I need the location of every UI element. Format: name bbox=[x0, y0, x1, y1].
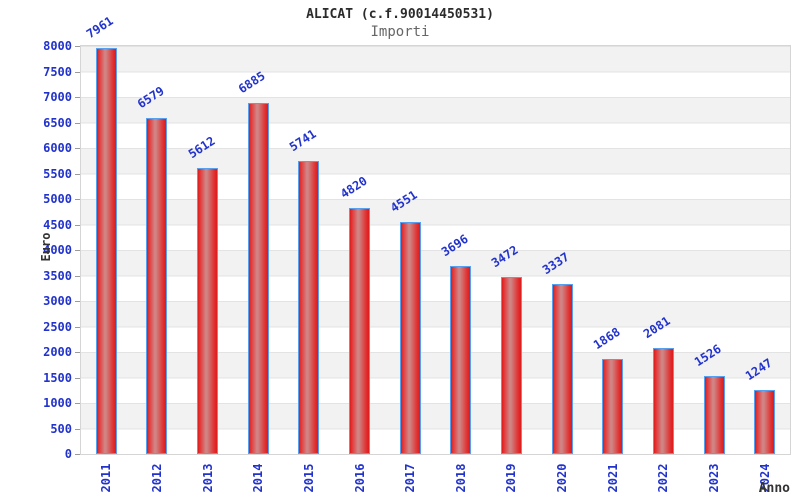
bar-2013 bbox=[197, 168, 219, 454]
bar-2022 bbox=[652, 348, 674, 454]
bar-value-label: 1526 bbox=[691, 341, 724, 370]
bar-value-label: 5741 bbox=[286, 126, 319, 155]
y-tick-mark bbox=[75, 97, 80, 98]
y-tick-label: 7500 bbox=[43, 64, 72, 79]
x-tick-label-2013: 2013 bbox=[200, 463, 215, 493]
bar-2012 bbox=[146, 118, 168, 454]
y-tick-mark bbox=[75, 429, 80, 430]
y-tick-label: 2000 bbox=[43, 345, 72, 359]
y-tick-label: 3000 bbox=[43, 294, 72, 308]
y-tick-mark bbox=[75, 454, 80, 455]
chart-title: ALICAT (c.f.90014450531) bbox=[306, 7, 494, 22]
bar-2020 bbox=[551, 284, 573, 454]
bar-2021 bbox=[602, 359, 624, 454]
y-tick-mark bbox=[75, 225, 80, 226]
y-tick-mark bbox=[75, 174, 80, 175]
x-axis-title: Anno bbox=[758, 481, 790, 496]
y-tick-label: 1000 bbox=[43, 396, 72, 410]
bar-2015 bbox=[298, 161, 320, 454]
y-tick-mark bbox=[75, 403, 80, 404]
x-tick-label-2022: 2022 bbox=[656, 463, 671, 493]
x-tick-label-2017: 2017 bbox=[403, 463, 418, 493]
y-tick-label: 8000 bbox=[43, 39, 72, 53]
y-tick-label: 5000 bbox=[43, 192, 72, 206]
x-tick-label-2023: 2023 bbox=[707, 463, 722, 493]
bar-2018 bbox=[450, 266, 472, 454]
bar-value-label: 6579 bbox=[134, 83, 167, 112]
bar-2011 bbox=[95, 48, 117, 454]
bar-2014 bbox=[247, 103, 269, 454]
x-tick-label-2011: 2011 bbox=[99, 463, 114, 493]
y-axis-title: Euro bbox=[39, 232, 53, 262]
x-tick-label-2014: 2014 bbox=[251, 463, 266, 493]
y-tick-mark bbox=[75, 301, 80, 302]
y-tick-mark bbox=[75, 123, 80, 124]
bar-value-label: 1247 bbox=[742, 355, 775, 384]
y-tick-label: 4500 bbox=[43, 217, 72, 232]
bar-value-label: 1868 bbox=[590, 324, 623, 353]
bar-value-label: 3472 bbox=[489, 242, 522, 271]
y-tick-label: 500 bbox=[50, 421, 72, 436]
bar-2019 bbox=[500, 277, 522, 454]
y-tick-label: 6000 bbox=[43, 141, 72, 155]
y-tick-mark bbox=[75, 250, 80, 251]
y-tick-mark bbox=[75, 199, 80, 200]
x-tick-label-2015: 2015 bbox=[301, 463, 316, 493]
bar-2016 bbox=[349, 208, 371, 454]
x-tick-label-2020: 2020 bbox=[555, 463, 570, 493]
y-tick-label: 3500 bbox=[43, 268, 72, 283]
y-tick-label: 0 bbox=[64, 447, 72, 461]
y-tick-mark bbox=[75, 378, 80, 379]
plot-area: 7961 6579 5612 6885 5741 4820 4551 3696 3472 3337… bbox=[80, 14, 791, 455]
y-tick-label: 7000 bbox=[43, 90, 72, 104]
bar-2023 bbox=[703, 376, 725, 454]
y-tick-mark bbox=[75, 352, 80, 353]
x-tick-label-2019: 2019 bbox=[504, 463, 519, 493]
y-tick-mark bbox=[75, 276, 80, 277]
y-tick-label: 4000 bbox=[43, 243, 72, 257]
chart-subtitle: Importi bbox=[370, 24, 430, 40]
bar-value-label: 3696 bbox=[438, 231, 471, 260]
y-tick-mark bbox=[75, 148, 80, 149]
y-tick-label: 1500 bbox=[43, 370, 72, 385]
y-tick-label: 2500 bbox=[43, 319, 72, 334]
x-tick-label-2021: 2021 bbox=[605, 463, 620, 493]
bar-value-label: 3337 bbox=[539, 249, 572, 278]
x-tick-label-2016: 2016 bbox=[352, 463, 367, 493]
y-tick-label: 5500 bbox=[43, 166, 72, 181]
y-tick-mark bbox=[75, 46, 80, 47]
x-tick-label-2012: 2012 bbox=[149, 463, 164, 493]
bar-2017 bbox=[399, 222, 421, 454]
x-tick-label-2018: 2018 bbox=[453, 463, 468, 493]
bar-value-label: 4820 bbox=[337, 173, 370, 202]
bar-value-label: 2081 bbox=[641, 313, 674, 342]
y-tick-mark bbox=[75, 327, 80, 328]
bar-value-label: 6885 bbox=[236, 68, 268, 97]
bar-value-label: 5612 bbox=[185, 133, 218, 162]
y-tick-label: 6500 bbox=[43, 115, 72, 130]
bar-2024 bbox=[754, 390, 776, 454]
bar-value-label: 4551 bbox=[388, 187, 420, 216]
y-tick-mark bbox=[75, 72, 80, 73]
